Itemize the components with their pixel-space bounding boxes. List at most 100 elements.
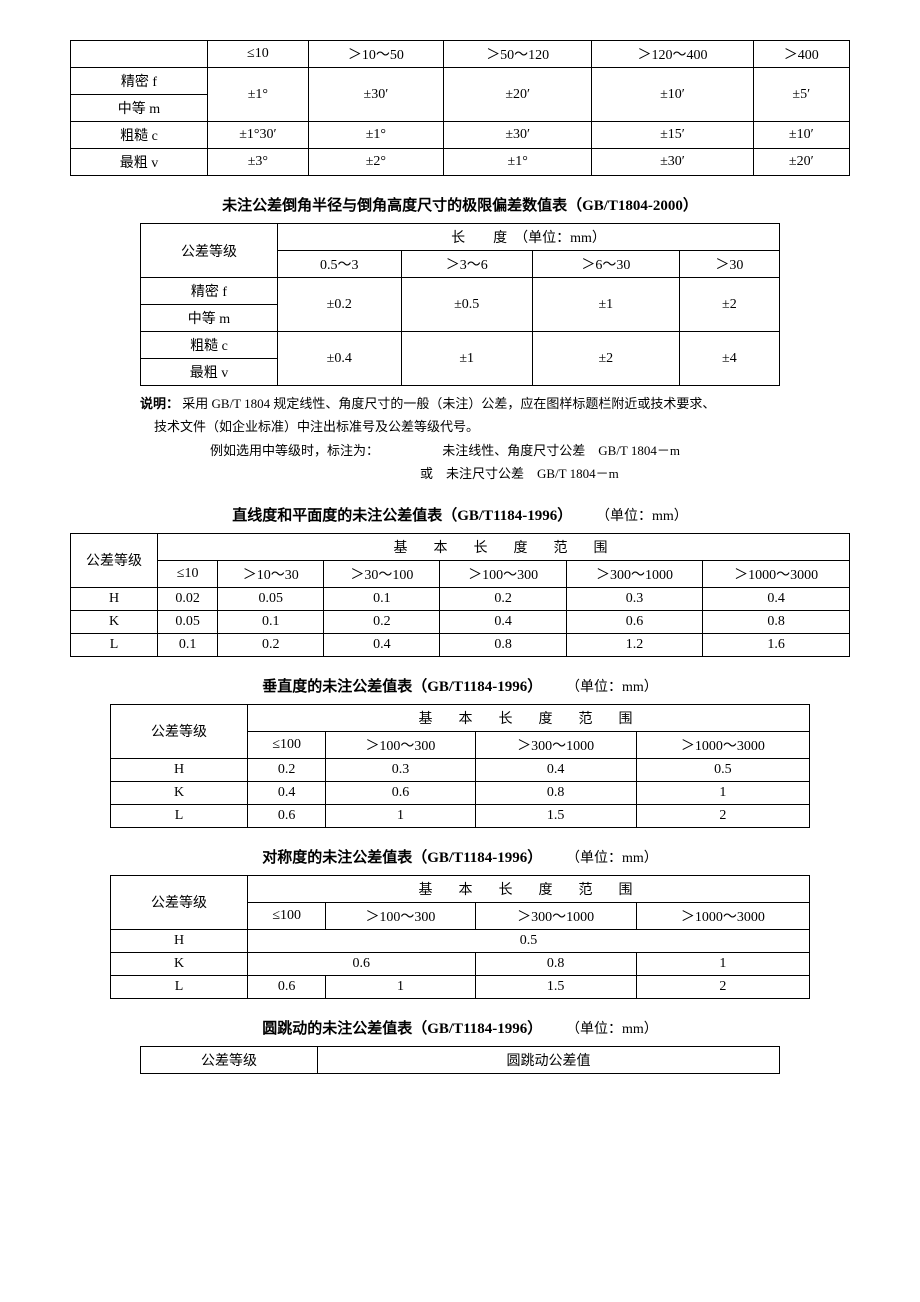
t3-r0-v1: 0.05 [218, 587, 324, 610]
t4-unit: （单位：mm） [566, 680, 658, 695]
t5-h3: ＞1000～3000 [636, 902, 809, 929]
t2-r0-v1: ±0.5 [401, 278, 532, 332]
t5-r0-span: 0.5 [248, 929, 810, 952]
t4-r2-v3: 2 [636, 804, 809, 827]
t3-r2-v3: 0.8 [440, 633, 566, 656]
t6-title-text: 圆跳动的未注公差值表（GB/T1184-1996） [262, 1021, 542, 1037]
t1-r3-v3: ±30′ [592, 149, 753, 176]
t2-r2-v1: ±1 [401, 332, 532, 386]
t3-h3: ＞100～300 [440, 560, 566, 587]
t3-r1-v0: 0.05 [158, 610, 218, 633]
t1-r2-label: 粗糙 c [71, 122, 208, 149]
t4-r2-v0: 0.6 [248, 804, 326, 827]
t3-r2-v5: 1.6 [703, 633, 850, 656]
t1-h3: ＞120～400 [592, 41, 753, 68]
t3-h4: ＞300～1000 [566, 560, 703, 587]
t3-h0: ≤10 [158, 560, 218, 587]
t1-r0-v1: ±30′ [308, 68, 443, 122]
angle-tolerance-table: ≤10 ＞10～50 ＞50～120 ＞120～400 ＞400 精密 f ±1… [70, 40, 850, 176]
t3-r0-label: H [71, 587, 158, 610]
t2-r2-v0: ±0.4 [278, 332, 402, 386]
t1-r2-v1: ±1° [308, 122, 443, 149]
t2-r2-label: 粗糙 c [141, 332, 278, 359]
t1-r3-v2: ±1° [444, 149, 592, 176]
t1-h0: ≤10 [208, 41, 309, 68]
t2-r3-label: 最粗 v [141, 359, 278, 386]
t1-r2-v2: ±30′ [444, 122, 592, 149]
t2-r2-v2: ±2 [532, 332, 679, 386]
note-line4: 或 未注尺寸公差 GB/T 1804－m [420, 466, 619, 481]
t3-r0-v3: 0.2 [440, 587, 566, 610]
note-block: 说明： 采用 GB/T 1804 规定线性、角度尺寸的一般（未注）公差，应在图样… [140, 392, 780, 486]
t3-r0-v5: 0.4 [703, 587, 850, 610]
t3-r1-v1: 0.1 [218, 610, 324, 633]
t2-h2: ＞6～30 [532, 251, 679, 278]
t3-r2-v0: 0.1 [158, 633, 218, 656]
table5-title: 对称度的未注公差值表（GB/T1184-1996） （单位：mm） [60, 846, 860, 867]
t3-r1-v3: 0.4 [440, 610, 566, 633]
t1-r3-v1: ±2° [308, 149, 443, 176]
t1-r3-label: 最粗 v [71, 149, 208, 176]
t2-header-top: 长 度 （单位：mm） [278, 224, 780, 251]
t4-r1-v0: 0.4 [248, 781, 326, 804]
t4-r1-v2: 0.8 [475, 781, 636, 804]
t5-r1-v0: 0.8 [475, 952, 636, 975]
t5-unit: （单位：mm） [566, 851, 658, 866]
t4-h2: ＞300～1000 [475, 731, 636, 758]
t4-r0-v2: 0.4 [475, 758, 636, 781]
t1-r0-v2: ±20′ [444, 68, 592, 122]
t2-h0: 0.5～3 [278, 251, 402, 278]
t3-r0-v4: 0.3 [566, 587, 703, 610]
t4-r2-label: L [111, 804, 248, 827]
t3-r1-v5: 0.8 [703, 610, 850, 633]
perpendicularity-table: 公差等级 基 本 长 度 范 围 ≤100 ＞100～300 ＞300～1000… [110, 704, 810, 828]
t1-h4: ＞400 [753, 41, 849, 68]
t4-r0-v3: 0.5 [636, 758, 809, 781]
t3-r2-v2: 0.4 [324, 633, 440, 656]
t5-r0-label: H [111, 929, 248, 952]
t5-h2: ＞300～1000 [475, 902, 636, 929]
t5-title-text: 对称度的未注公差值表（GB/T1184-1996） [262, 850, 542, 866]
t4-header-top: 基 本 长 度 范 围 [248, 704, 810, 731]
t5-r2-v2: 1.5 [475, 975, 636, 998]
t5-r1-v1: 1 [636, 952, 809, 975]
t5-header-top: 基 本 长 度 范 围 [248, 875, 810, 902]
t1-r3-v4: ±20′ [753, 149, 849, 176]
t5-r2-v0: 0.6 [248, 975, 326, 998]
t5-r2-label: L [111, 975, 248, 998]
t4-h3: ＞1000～3000 [636, 731, 809, 758]
table6-title: 圆跳动的未注公差值表（GB/T1184-1996） （单位：mm） [60, 1017, 860, 1038]
table3-title: 直线度和平面度的未注公差值表（GB/T1184-1996） （单位：mm） [60, 504, 860, 525]
t3-r0-v0: 0.02 [158, 587, 218, 610]
t2-r1-label: 中等 m [141, 305, 278, 332]
chamfer-tolerance-table: 公差等级 长 度 （单位：mm） 0.5～3 ＞3～6 ＞6～30 ＞30 精密… [140, 223, 780, 386]
t1-r0-v3: ±10′ [592, 68, 753, 122]
t3-r2-label: L [71, 633, 158, 656]
runout-table: 公差等级 圆跳动公差值 [140, 1046, 780, 1074]
t5-col-label: 公差等级 [111, 875, 248, 929]
t4-r0-v1: 0.3 [326, 758, 475, 781]
t2-r0-label: 精密 f [141, 278, 278, 305]
t3-h5: ＞1000～3000 [703, 560, 850, 587]
note-line1: 采用 GB/T 1804 规定线性、角度尺寸的一般（未注）公差，应在图样标题栏附… [182, 396, 715, 411]
t4-h1: ＞100～300 [326, 731, 475, 758]
t4-col-label: 公差等级 [111, 704, 248, 758]
t1-r2-v4: ±10′ [753, 122, 849, 149]
t6-header: 圆跳动公差值 [318, 1046, 780, 1073]
note-line3: 例如选用中等级时，标注为： [210, 443, 379, 458]
t1-r1-label: 中等 m [71, 95, 208, 122]
t3-h2: ＞30～100 [324, 560, 440, 587]
note-line3b: 未注线性、角度尺寸公差 GB/T 1804－m [442, 443, 680, 458]
t4-r0-label: H [111, 758, 248, 781]
t3-r0-v2: 0.1 [324, 587, 440, 610]
t3-r1-v4: 0.6 [566, 610, 703, 633]
t1-r0-v4: ±5′ [753, 68, 849, 122]
t3-r2-v1: 0.2 [218, 633, 324, 656]
t5-r1-span: 0.6 [248, 952, 476, 975]
note-line2: 技术文件（如企业标准）中注出标准号及公差等级代号。 [154, 419, 479, 434]
t3-header-top: 基 本 长 度 范 围 [158, 533, 850, 560]
t6-col-label: 公差等级 [141, 1046, 318, 1073]
t1-r3-v0: ±3° [208, 149, 309, 176]
t1-r0-label: 精密 f [71, 68, 208, 95]
table4-title: 垂直度的未注公差值表（GB/T1184-1996） （单位：mm） [60, 675, 860, 696]
